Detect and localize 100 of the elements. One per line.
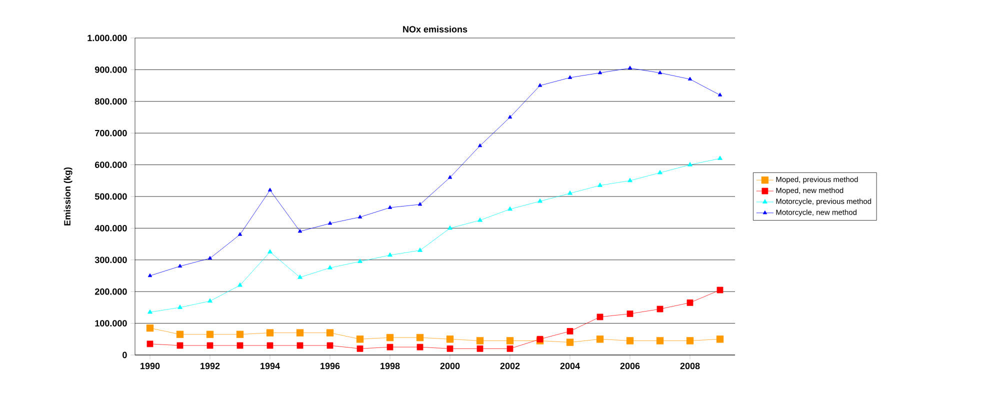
point [658,170,662,174]
point [356,345,364,352]
point [358,214,362,218]
point [206,342,214,349]
point [508,206,512,211]
y-tick-label: 100.000 [95,320,127,326]
x-tick-label: 2008 [680,362,700,370]
point [686,337,694,344]
point [626,337,634,344]
point [236,342,244,349]
point [238,232,242,236]
point [568,190,572,195]
point [688,76,692,81]
y-tick-label: 1.000.000 [88,34,127,42]
point [266,342,274,349]
point [416,344,424,350]
point [476,345,484,352]
point [148,273,152,278]
point [356,336,364,343]
point [388,252,392,257]
point [148,309,152,314]
point [418,202,422,206]
point [386,334,394,342]
point [538,83,542,87]
point [626,310,634,317]
point [176,342,184,349]
point [718,92,722,96]
point [598,182,602,187]
x-tick-label: 1990 [140,362,160,370]
point [326,329,334,336]
y-tick-label: 0 [122,352,127,358]
point [628,66,632,70]
point [238,282,242,287]
point [208,298,212,303]
point [716,286,724,294]
x-tick-label: 2000 [440,362,460,370]
point [266,329,274,336]
point [478,143,482,148]
point [446,345,454,352]
point [326,342,334,349]
point [416,334,424,342]
point [538,198,542,203]
point [596,336,604,343]
y-tick-label: 200.000 [94,288,127,295]
point [236,330,244,338]
point [298,274,302,279]
point [476,337,484,344]
point [448,175,452,179]
point [568,75,572,79]
point [208,256,212,260]
point [688,162,692,166]
x-tick-label: 1994 [260,362,280,370]
point [206,330,214,338]
point [566,328,574,334]
y-tick-label: 300.000 [94,256,127,264]
point [178,304,182,309]
point [566,338,574,346]
y-axis-title: Emission (kg) [64,167,72,226]
point [718,156,722,160]
point [596,314,604,320]
chart-title: NOx emissions [403,26,468,32]
point [656,306,664,312]
point [598,70,602,74]
point [508,114,512,119]
point [656,337,664,344]
point [446,336,454,343]
x-tick-label: 1996 [320,362,340,370]
point [506,345,514,352]
x-tick-label: 2002 [500,362,520,370]
point [686,299,694,306]
point [298,228,302,233]
y-tick-label: 700.000 [95,130,127,136]
point [146,340,154,348]
x-tick-label: 1998 [380,362,400,370]
point [658,70,662,74]
point [628,178,632,182]
y-tick-label: 800.000 [94,98,127,105]
point [328,265,332,270]
y-tick-label: 900.000 [94,66,127,73]
point [146,324,154,332]
point [178,264,182,268]
point [716,336,724,343]
point [328,221,332,225]
point [478,217,482,222]
point [296,329,304,336]
x-tick-label: 1992 [200,362,220,370]
y-tick-label: 600.000 [95,162,127,168]
point [268,188,272,192]
point [358,258,362,263]
x-tick-label: 2004 [560,362,580,370]
point [388,205,392,209]
point [448,225,452,230]
point [296,342,304,349]
y-tick-label: 400.000 [94,225,127,232]
point [418,248,422,252]
y-tick-label: 500.000 [94,193,127,200]
point [506,337,514,344]
point [268,249,272,254]
point [176,330,184,338]
x-tick-label: 2006 [620,362,640,370]
